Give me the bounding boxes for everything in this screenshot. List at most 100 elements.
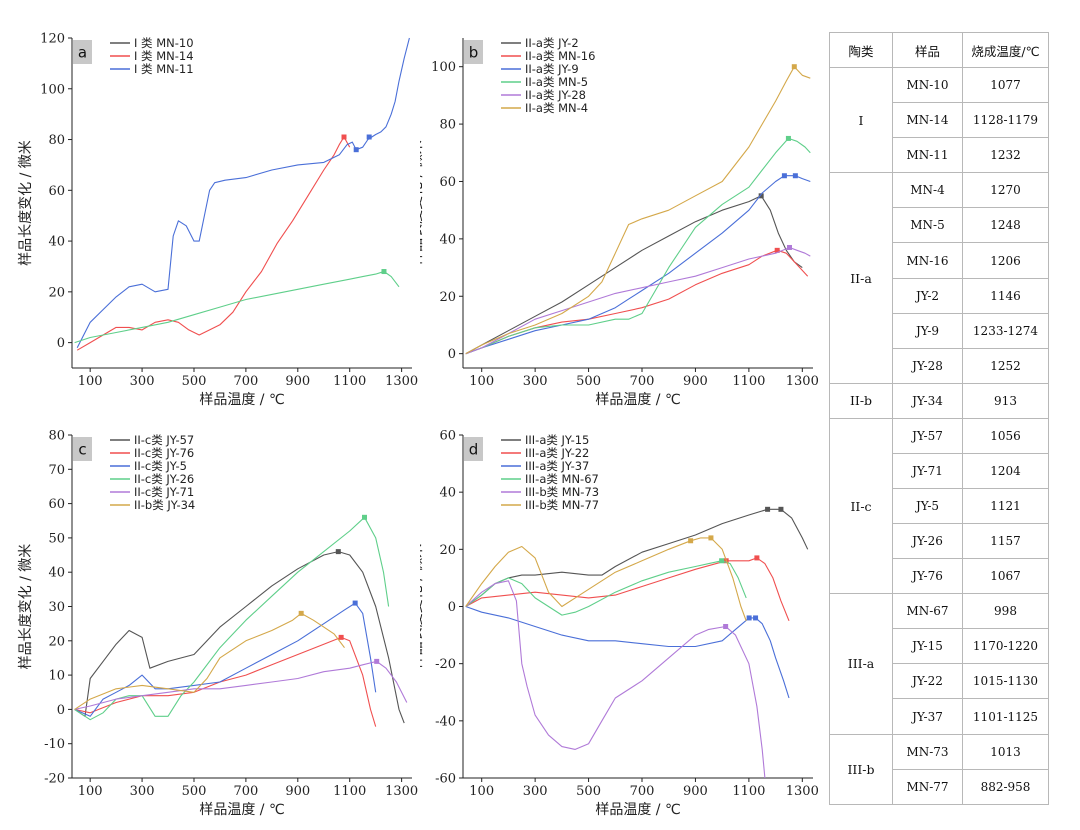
series-line-3 [465, 137, 811, 355]
category-cell: II-a [829, 172, 893, 384]
x-tick-label: 300 [130, 374, 155, 389]
table-row: II-a MN-4 1270 [829, 172, 1049, 384]
legend-label: III-a类 MN-67 [525, 472, 599, 486]
table-cell: JY-28 [892, 347, 963, 384]
table-cell: 1067 [962, 558, 1049, 595]
y-tick-label: 60 [48, 184, 65, 199]
x-tick-label: 900 [683, 374, 708, 389]
table-cell: JY-71 [892, 452, 963, 490]
series-marker [341, 134, 347, 140]
table-row: MN-16 1206 [830, 242, 1049, 279]
y-tick-label: -20 [435, 657, 456, 672]
table-row: II-c JY-57 1056 [829, 417, 1049, 595]
legend-label: II-a类 MN-5 [525, 75, 588, 89]
table-cell: MN-4 [892, 172, 963, 209]
table-cell: 1146 [962, 277, 1049, 314]
legend-label: II-a类 MN-16 [525, 49, 595, 63]
chart-svg-a: 100 300 500 700 900 1100 1300 0 20 40 60 80 100 120 样品… [18, 32, 418, 409]
table-cell: MN-77 [892, 768, 963, 805]
table-row: JY-37 1101-1125 [830, 698, 1049, 735]
series-marker [754, 555, 760, 561]
table-cell: 1252 [962, 347, 1049, 384]
table-cell: 882-958 [962, 768, 1049, 805]
x-tick-label: 700 [233, 784, 258, 799]
chart-panel-d: 100 300 500 700 900 1100 1300 -60 -40 -20 0 20 40 60 样… [420, 420, 820, 825]
chart-panel-c: 100 300 500 700 900 1100 1300 -20 -10 0 10 20 30 40 50… [0, 420, 420, 825]
legend-label: II-c类 JY-57 [134, 433, 194, 447]
x-axis-title: 样品温度 / ℃ [199, 802, 284, 818]
series-marker [708, 535, 714, 541]
y-tick-label: 100 [40, 82, 65, 97]
legend-label: II-c类 JY-76 [134, 446, 194, 460]
series-marker [746, 615, 752, 621]
table-cell: 1101-1125 [962, 698, 1049, 735]
table-cell: 1015-1130 [962, 663, 1049, 700]
category-cell: II-b [829, 382, 893, 419]
table-cell: JY-76 [892, 558, 963, 595]
series-line-2 [76, 37, 410, 348]
table-cell: 1204 [962, 452, 1049, 490]
x-tick-label: 500 [576, 374, 601, 389]
series-marker [719, 558, 725, 564]
table-cell: 1013 [962, 733, 1049, 770]
y-tick-label: 20 [48, 634, 65, 649]
x-axis-title: 样品温度 / ℃ [199, 392, 284, 408]
y-tick-label: 40 [439, 232, 456, 247]
y-tick-label: -60 [435, 772, 456, 787]
series-marker [765, 506, 771, 512]
x-tick-label: 1100 [732, 374, 765, 389]
table-row: MN-5 1248 [830, 207, 1049, 244]
table-cell: MN-5 [892, 207, 963, 244]
series-line-4 [465, 246, 811, 355]
table-cell: JY-34 [892, 382, 963, 419]
table-cell: MN-11 [892, 137, 963, 174]
series-marker [758, 193, 764, 199]
series-marker [362, 514, 368, 520]
series-marker [778, 506, 784, 512]
table-row: JY-22 1015-1130 [830, 663, 1049, 700]
table-row: MN-77 882-958 [830, 768, 1049, 805]
chart-panel-a: 100 300 500 700 900 1100 1300 0 20 40 60 80 100 120 样品… [0, 10, 420, 420]
table-row: JY-2 1146 [830, 277, 1049, 314]
table-cell: 1232 [962, 137, 1049, 174]
table-cell: 998 [962, 593, 1049, 630]
table-cell: 1170-1220 [962, 628, 1049, 665]
y-tick-label: 60 [439, 429, 456, 444]
legend-label: I 类 MN-10 [134, 36, 194, 50]
x-tick-label: 500 [182, 784, 207, 799]
panel-letter: a [78, 44, 87, 62]
table-header-cell: 样品 [892, 31, 963, 69]
series-marker [366, 134, 372, 140]
x-tick-label: 1300 [786, 374, 819, 389]
panel-letter-badge [73, 437, 92, 461]
table-cell: MN-14 [892, 102, 963, 139]
category-cell: III-b [829, 733, 893, 805]
series-marker [352, 600, 358, 606]
table-cell: 1056 [962, 417, 1049, 454]
table-cell: JY-2 [892, 277, 963, 314]
y-tick-label: -10 [44, 737, 65, 752]
series-marker [381, 269, 387, 275]
legend-label: III-a类 JY-15 [525, 433, 589, 447]
panel-letter-badge [464, 437, 483, 461]
x-tick-label: 700 [233, 374, 258, 389]
firing-temperature-table: 陶类 样品 烧成温度/℃ I MN-10 1077 MN-14 1128-1179 MN-11 1… [829, 31, 1049, 805]
y-tick-label: 40 [439, 486, 456, 501]
y-tick-label: 40 [48, 566, 65, 581]
table-row: I MN-10 1077 [829, 67, 1049, 174]
table-cell: 913 [962, 382, 1049, 419]
x-tick-label: 1300 [786, 784, 819, 799]
table-row: II-b JY-34 913 [829, 382, 1049, 419]
y-tick-label: 50 [48, 531, 65, 546]
x-tick-label: 1100 [333, 784, 366, 799]
y-tick-label: 10 [48, 669, 65, 684]
x-axis-title: 样品温度 / ℃ [595, 802, 680, 818]
y-tick-label: 20 [439, 543, 456, 558]
table-cell: JY-15 [892, 628, 963, 665]
table-cell: JY-26 [892, 523, 963, 560]
y-tick-label: 0 [57, 703, 65, 718]
x-tick-label: 500 [182, 374, 207, 389]
category-cell: III-a [829, 593, 893, 735]
table-row: JY-9 1233-1274 [830, 312, 1049, 349]
table-header-cell: 烧成温度/℃ [962, 31, 1049, 69]
